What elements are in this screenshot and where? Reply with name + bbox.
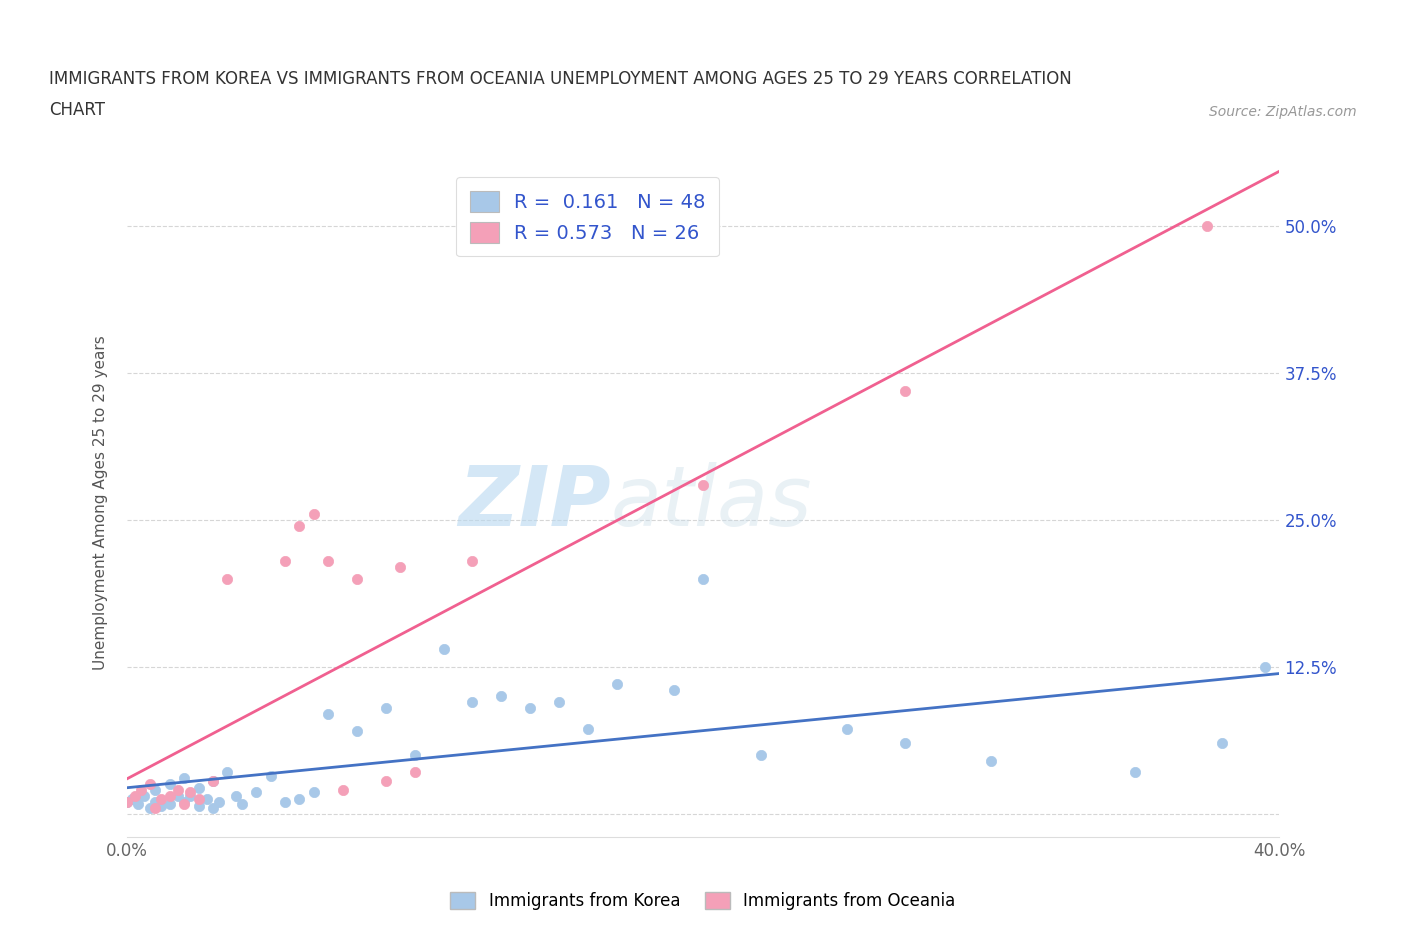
Point <box>404 748 426 763</box>
Point <box>461 553 484 568</box>
Point <box>274 794 297 809</box>
Point <box>138 777 160 791</box>
Point <box>187 799 209 814</box>
Point <box>664 683 686 698</box>
Point <box>374 700 398 715</box>
Point <box>1254 659 1277 674</box>
Point <box>121 792 143 807</box>
Text: ZIP: ZIP <box>458 461 610 543</box>
Point <box>187 780 209 795</box>
Point <box>461 695 484 710</box>
Point <box>346 571 368 586</box>
Point <box>245 785 267 800</box>
Point <box>519 700 541 715</box>
Point <box>346 724 368 738</box>
Point <box>129 782 152 797</box>
Point <box>115 794 138 809</box>
Point <box>489 688 512 703</box>
Point <box>548 695 571 710</box>
Point <box>1211 736 1233 751</box>
Point <box>318 553 340 568</box>
Point <box>1123 765 1146 780</box>
Y-axis label: Unemployment Among Ages 25 to 29 years: Unemployment Among Ages 25 to 29 years <box>93 335 108 670</box>
Point <box>576 722 599 737</box>
Point <box>127 797 149 812</box>
Point <box>159 777 181 791</box>
Point <box>124 789 146 804</box>
Point <box>202 773 225 788</box>
Point <box>605 677 627 692</box>
Point <box>692 477 714 492</box>
Point <box>145 800 166 815</box>
Point <box>179 789 201 804</box>
Legend: Immigrants from Korea, Immigrants from Oceania: Immigrants from Korea, Immigrants from O… <box>444 885 962 917</box>
Point <box>115 794 138 809</box>
Point <box>332 782 354 797</box>
Point <box>173 794 195 809</box>
Point <box>389 559 412 574</box>
Point <box>173 771 195 786</box>
Point <box>150 799 173 814</box>
Point <box>302 507 325 522</box>
Legend: R =  0.161   N = 48, R = 0.573   N = 26: R = 0.161 N = 48, R = 0.573 N = 26 <box>456 177 720 257</box>
Point <box>132 789 155 804</box>
Point <box>145 782 166 797</box>
Point <box>159 789 181 804</box>
Point <box>980 753 1002 768</box>
Point <box>217 571 239 586</box>
Point <box>288 518 311 533</box>
Point <box>187 792 209 807</box>
Point <box>231 797 253 812</box>
Point <box>894 383 917 398</box>
Point <box>202 773 225 788</box>
Point <box>145 794 166 809</box>
Point <box>208 794 231 809</box>
Point <box>749 748 772 763</box>
Point <box>173 797 195 812</box>
Point <box>159 797 181 812</box>
Point <box>404 765 426 780</box>
Point <box>302 785 325 800</box>
Point <box>167 782 190 797</box>
Point <box>894 736 917 751</box>
Point <box>1197 219 1219 233</box>
Text: atlas: atlas <box>610 461 813 543</box>
Point <box>259 768 281 783</box>
Point <box>138 800 160 815</box>
Point <box>692 571 714 586</box>
Point <box>217 765 239 780</box>
Point <box>167 789 190 804</box>
Point <box>288 792 311 807</box>
Point <box>433 642 456 657</box>
Point <box>179 785 201 800</box>
Point <box>195 792 218 807</box>
Point <box>202 800 225 815</box>
Text: CHART: CHART <box>49 101 105 119</box>
Point <box>318 706 340 721</box>
Point <box>150 792 173 807</box>
Point <box>225 789 247 804</box>
Point <box>374 773 398 788</box>
Text: Source: ZipAtlas.com: Source: ZipAtlas.com <box>1209 105 1357 119</box>
Point <box>274 553 297 568</box>
Text: IMMIGRANTS FROM KOREA VS IMMIGRANTS FROM OCEANIA UNEMPLOYMENT AMONG AGES 25 TO 2: IMMIGRANTS FROM KOREA VS IMMIGRANTS FROM… <box>49 71 1071 88</box>
Point <box>835 722 858 737</box>
